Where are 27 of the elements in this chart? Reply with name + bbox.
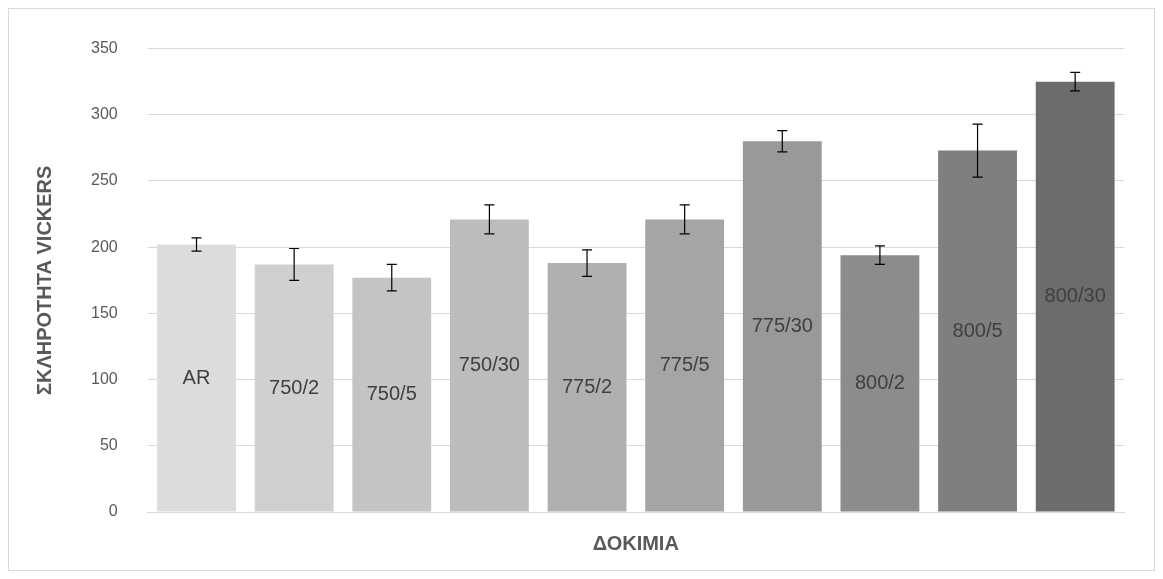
bar	[352, 277, 432, 512]
y-tick-label: 0	[108, 502, 118, 520]
y-tick-label: 300	[90, 105, 118, 123]
x-tick-label: 750/30	[458, 353, 520, 376]
bar	[449, 219, 529, 512]
bar	[1035, 81, 1115, 512]
x-tick-label: AR	[182, 365, 211, 388]
y-axis-title: ΣΚΛΗΡΟΤΗΤΑ VICKERS	[32, 165, 55, 396]
bar	[742, 141, 822, 512]
y-tick-label: 350	[90, 39, 118, 57]
x-tick-label: 800/5	[952, 318, 1003, 341]
y-tick-label: 100	[90, 370, 118, 388]
x-tick-label: 800/2	[854, 371, 905, 394]
y-tick-label: 250	[90, 171, 118, 189]
y-tick-label: 200	[90, 237, 118, 255]
x-tick-label: 775/5	[659, 353, 710, 376]
x-tick-label: 750/5	[366, 382, 417, 405]
bar	[547, 263, 627, 512]
x-tick-label: 750/2	[269, 375, 320, 398]
y-tick-label: 150	[90, 303, 118, 321]
bar	[645, 219, 725, 512]
y-tick-label: 50	[99, 436, 118, 454]
x-tick-label: 775/30	[751, 314, 813, 337]
x-tick-label: 775/2	[562, 375, 613, 398]
x-axis-title: ΔΟΚΙΜΙΑ	[592, 531, 679, 554]
bar	[938, 150, 1017, 512]
bar	[840, 255, 920, 512]
